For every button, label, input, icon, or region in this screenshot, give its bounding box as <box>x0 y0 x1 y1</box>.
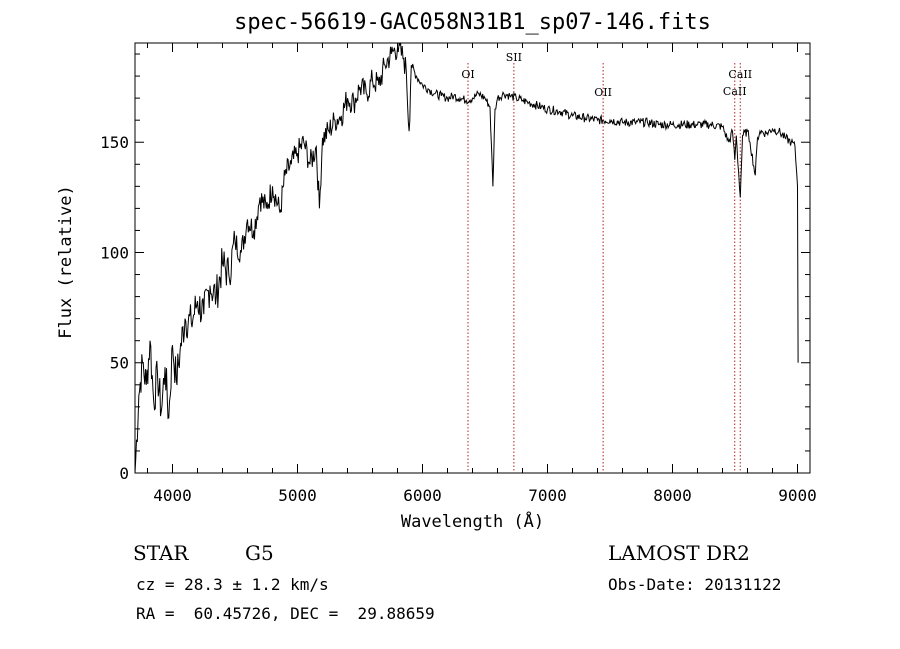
y-tick-label: 0 <box>119 464 129 483</box>
spectral-line-markers <box>467 63 741 473</box>
x-tick-label: 9000 <box>778 486 817 505</box>
line-labels: OI SII OII CaII CaII <box>461 51 752 99</box>
x-tick-label: 7000 <box>528 486 567 505</box>
coordinates-readout: RA = 60.45726, DEC = 29.88659 <box>136 604 435 623</box>
spectral-line-label: CaII <box>723 85 747 98</box>
x-tick-label: 6000 <box>403 486 442 505</box>
x-tick-label: 4000 <box>153 486 192 505</box>
survey-name: LAMOST DR2 <box>608 541 750 565</box>
spectrum-series-line <box>134 42 799 474</box>
axis-ticks: 4000 5000 6000 7000 8000 9000 0 50 100 150 <box>100 43 817 505</box>
redshift-readout: cz = 28.3 ± 1.2 km/s <box>136 575 329 594</box>
x-tick-label: 8000 <box>653 486 692 505</box>
y-tick-label: 50 <box>110 354 129 373</box>
y-axis-label: Flux (relative) <box>56 185 76 339</box>
chart-title: spec-56619-GAC058N31B1_sp07-146.fits <box>234 10 711 35</box>
object-subclass: G5 <box>245 541 274 565</box>
object-class: STAR <box>133 541 189 565</box>
spectral-line-label: CaII <box>728 68 752 81</box>
x-tick-label: 5000 <box>278 486 317 505</box>
y-tick-label: 100 <box>100 243 129 262</box>
spectral-line-label: OI <box>461 68 474 81</box>
plot-frame <box>134 42 811 474</box>
observation-date: Obs-Date: 20131122 <box>608 575 782 594</box>
y-tick-label: 150 <box>100 133 129 152</box>
spectral-line-label: SII <box>506 51 522 64</box>
x-axis-label: Wavelength (Å) <box>400 512 545 532</box>
spectral-line-label: OII <box>594 86 612 99</box>
